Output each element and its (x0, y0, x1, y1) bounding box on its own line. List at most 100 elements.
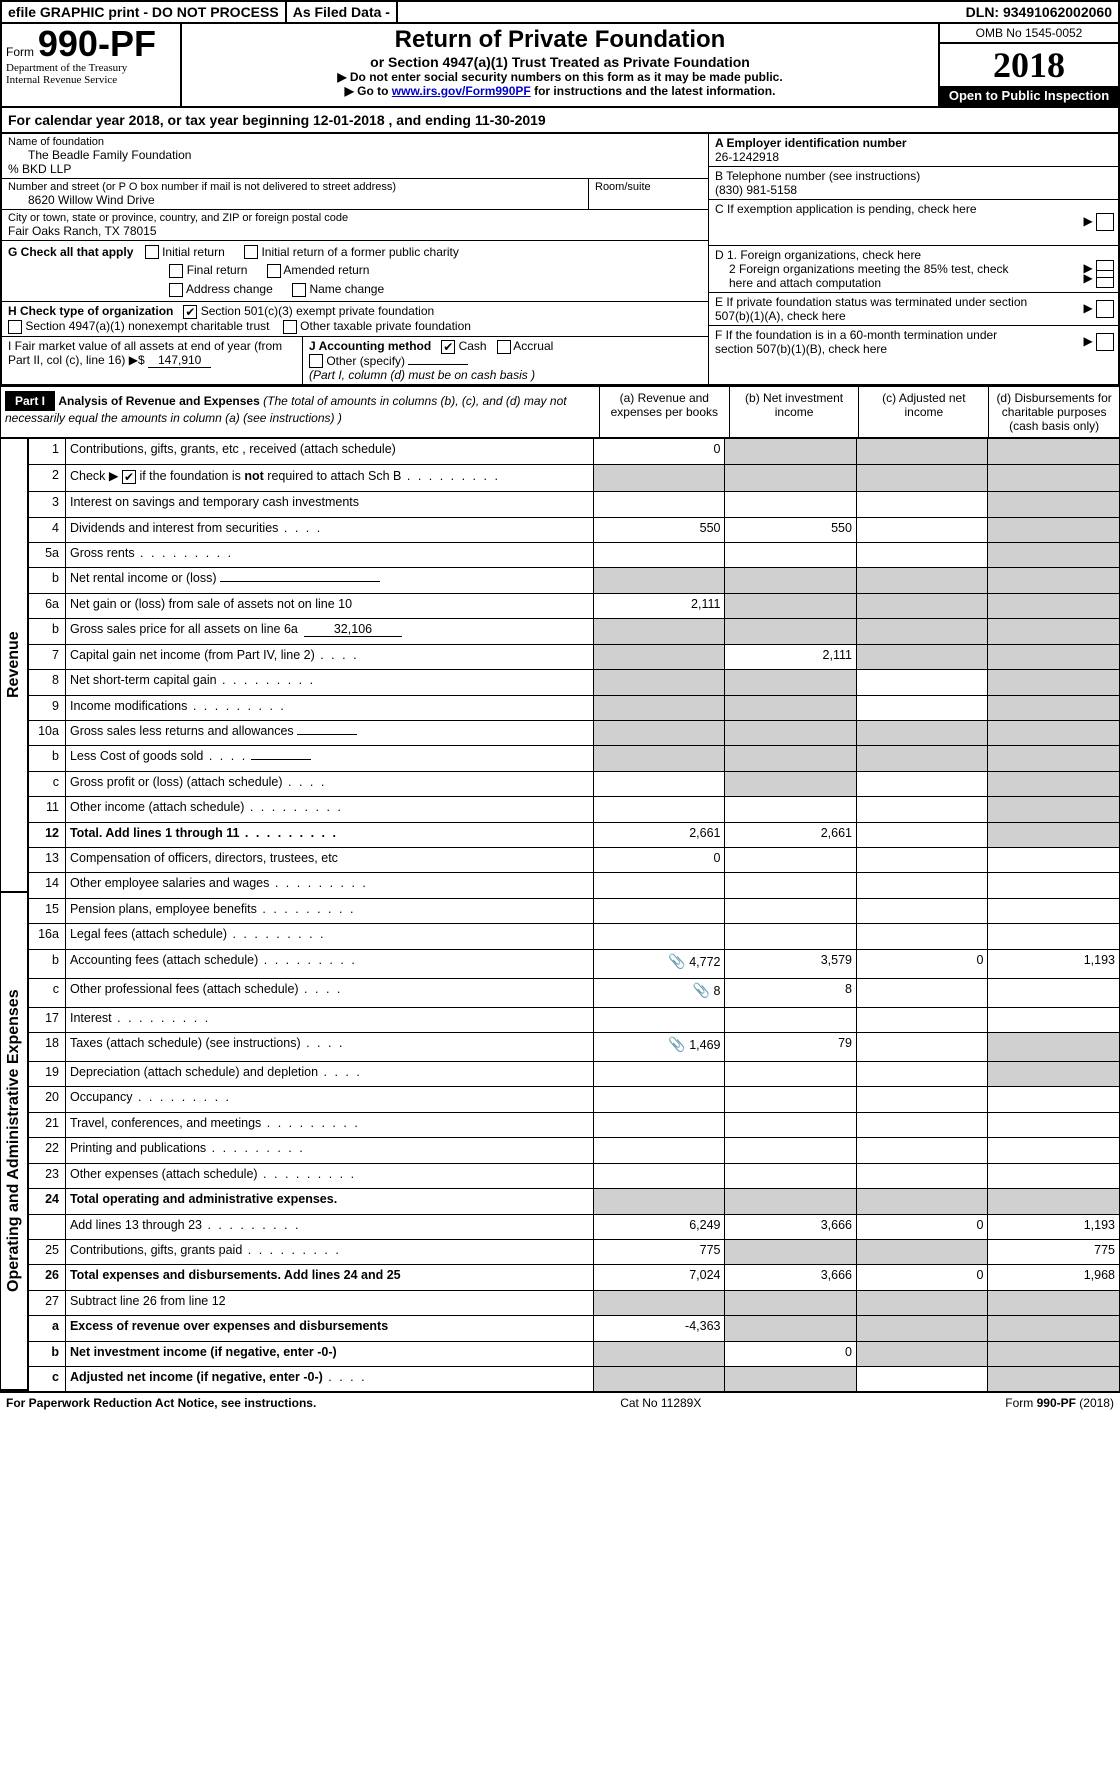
row-20-num: 20 (29, 1087, 66, 1112)
row-17-desc-text: Interest (70, 1011, 112, 1025)
chk-other-acct[interactable] (309, 354, 323, 368)
row-27c-desc-text: Adjusted net income (if negative, enter … (70, 1370, 323, 1384)
chk-c[interactable] (1096, 213, 1114, 231)
chk-501c3[interactable]: ✔ (183, 305, 197, 319)
row-18-d (988, 1033, 1120, 1062)
row-24-d (988, 1189, 1120, 1214)
row-9-num: 9 (29, 695, 66, 720)
calyear-begin: 12-01-2018 (313, 112, 385, 128)
row-27b-a (594, 1341, 725, 1366)
row-9-d (988, 695, 1120, 720)
row-10a-num: 10a (29, 720, 66, 745)
irs-link[interactable]: www.irs.gov/Form990PF (392, 84, 531, 98)
row-27c-b (725, 1366, 856, 1391)
row-24s-num (29, 1214, 66, 1239)
row-13-a: 0 (594, 847, 725, 872)
part1-label: Part I (5, 391, 55, 411)
city-value: Fair Oaks Ranch, TX 78015 (8, 224, 702, 238)
phone-cell: B Telephone number (see instructions) (8… (709, 167, 1118, 200)
row-17-b (725, 1007, 856, 1032)
header-mid: Return of Private Foundation or Section … (182, 24, 938, 106)
attach-icon-16c[interactable]: 📎 (693, 982, 710, 998)
chk-initial-former[interactable] (244, 245, 258, 259)
row-5a-num: 5a (29, 543, 66, 568)
row-27b-desc-text: Net investment income (if negative, ente… (70, 1345, 337, 1359)
row-23-a (594, 1163, 725, 1188)
row-2-pre: Check ▶ (70, 469, 122, 483)
row-11-b (725, 797, 856, 822)
row-12-c (856, 822, 987, 847)
row-16c-a: 📎 8 (594, 978, 725, 1007)
row-8-num: 8 (29, 670, 66, 695)
row-9-c (856, 695, 987, 720)
row-16a-c (856, 924, 987, 949)
chk-d2[interactable] (1096, 270, 1114, 288)
row-8: 8Net short-term capital gain (29, 670, 1120, 695)
row-17-num: 17 (29, 1007, 66, 1032)
chk-name-change[interactable] (292, 283, 306, 297)
row-14: 14Other employee salaries and wages (29, 873, 1120, 898)
section-i: I Fair market value of all assets at end… (2, 337, 302, 385)
row-10a-a (594, 720, 725, 745)
chk-4947[interactable] (8, 320, 22, 334)
chk-other-tax[interactable] (283, 320, 297, 334)
row-24s-b: 3,666 (725, 1214, 856, 1239)
attach-icon-16b[interactable]: 📎 (668, 953, 685, 969)
expenses-section-label: Operating and Administrative Expenses (0, 892, 28, 1390)
row-18-b: 79 (725, 1033, 856, 1062)
form-subtitle: or Section 4947(a)(1) Trust Treated as P… (188, 54, 932, 70)
chk-initial[interactable] (145, 245, 159, 259)
g-label: G Check all that apply (8, 245, 133, 259)
row-6b-desc-text: Gross sales price for all assets on line… (70, 622, 298, 636)
row-13: 13Compensation of officers, directors, t… (29, 847, 1120, 872)
row-5b-num: b (29, 568, 66, 593)
row-20-c (856, 1087, 987, 1112)
attach-icon-18[interactable]: 📎 (668, 1036, 685, 1052)
row-14-c (856, 873, 987, 898)
chk-accrual[interactable] (497, 340, 511, 354)
row-6b-c (856, 619, 987, 644)
row-21: 21Travel, conferences, and meetings (29, 1112, 1120, 1137)
row-6b-a (594, 619, 725, 644)
chk-f[interactable] (1096, 333, 1114, 351)
row-16c-b: 8 (725, 978, 856, 1007)
chk-amended[interactable] (267, 264, 281, 278)
chk-e[interactable] (1096, 300, 1114, 318)
row-2-bold: not (244, 469, 263, 483)
chk-addr-change[interactable] (169, 283, 183, 297)
row-16c-a-val: 8 (714, 984, 721, 998)
row-5b-d (988, 568, 1120, 593)
row-27-num: 27 (29, 1290, 66, 1315)
row-26-num: 26 (29, 1265, 66, 1290)
row-24s-desc: Add lines 13 through 23 (65, 1214, 593, 1239)
part1-body: Revenue Operating and Administrative Exp… (0, 438, 1120, 1392)
row-1-num: 1 (29, 439, 66, 464)
h-label: H Check type of organization (8, 304, 173, 318)
row-16c: cOther professional fees (attach schedul… (29, 978, 1120, 1007)
row-3-a (594, 492, 725, 517)
row-12-d (988, 822, 1120, 847)
chk-schb[interactable]: ✔ (122, 470, 136, 484)
row-21-a (594, 1112, 725, 1137)
section-j: J Accounting method ✔ Cash Accrual Other… (302, 337, 708, 385)
row-10c-num: c (29, 771, 66, 796)
city-cell: City or town, state or province, country… (2, 210, 708, 241)
header-right: OMB No 1545-0052 2018 Open to Public Ins… (938, 24, 1118, 106)
row-10a: 10aGross sales less returns and allowanc… (29, 720, 1120, 745)
row-6b-num: b (29, 619, 66, 644)
row-9-b (725, 695, 856, 720)
e-cell: E If private foundation status was termi… (709, 293, 1118, 326)
row-19-desc: Depreciation (attach schedule) and deple… (65, 1062, 593, 1087)
row-15: 15Pension plans, employee benefits (29, 898, 1120, 923)
row-4-b: 550 (725, 517, 856, 542)
chk-cash[interactable]: ✔ (441, 340, 455, 354)
row-5b-desc-text: Net rental income or (loss) (70, 571, 217, 585)
row-3-desc: Interest on savings and temporary cash i… (65, 492, 593, 517)
row-5a-a (594, 543, 725, 568)
top-bar: efile GRAPHIC print - DO NOT PROCESS As … (0, 0, 1120, 24)
row-24s-desc-text: Add lines 13 through 23 (70, 1218, 202, 1232)
row-21-b (725, 1112, 856, 1137)
instr-ssn: ▶ Do not enter social security numbers o… (188, 70, 932, 84)
form-page: efile GRAPHIC print - DO NOT PROCESS As … (0, 0, 1120, 1413)
chk-final[interactable] (169, 264, 183, 278)
